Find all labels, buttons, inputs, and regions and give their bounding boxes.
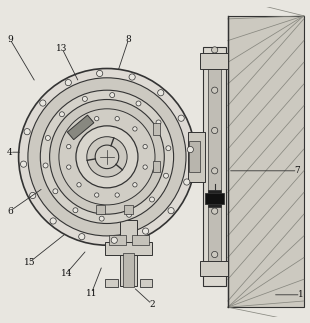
Bar: [124, 205, 133, 214]
Circle shape: [99, 216, 104, 221]
Circle shape: [60, 112, 64, 117]
Bar: [108, 235, 126, 245]
Bar: [153, 161, 160, 172]
Polygon shape: [67, 115, 94, 140]
Circle shape: [111, 237, 117, 243]
Text: 6: 6: [7, 207, 13, 215]
Circle shape: [50, 99, 164, 214]
Circle shape: [164, 173, 169, 178]
Circle shape: [212, 168, 218, 174]
Circle shape: [95, 117, 99, 121]
Circle shape: [166, 146, 171, 151]
Text: 4: 4: [7, 148, 13, 157]
Circle shape: [115, 193, 119, 197]
Text: 15: 15: [24, 258, 35, 267]
Circle shape: [212, 251, 218, 258]
Text: 9: 9: [7, 35, 13, 44]
Bar: [153, 123, 160, 135]
Circle shape: [184, 179, 190, 185]
Circle shape: [65, 79, 71, 86]
Circle shape: [115, 117, 119, 121]
Circle shape: [187, 146, 193, 153]
Circle shape: [178, 115, 184, 121]
Bar: [200, 261, 228, 276]
Circle shape: [149, 197, 154, 202]
Circle shape: [43, 163, 48, 168]
Circle shape: [87, 137, 127, 177]
Circle shape: [24, 129, 30, 135]
Circle shape: [126, 212, 131, 217]
Bar: [205, 193, 224, 204]
Bar: [189, 141, 200, 172]
Circle shape: [20, 161, 27, 167]
Circle shape: [79, 234, 85, 240]
Bar: [105, 279, 118, 287]
Circle shape: [212, 127, 218, 134]
Circle shape: [168, 208, 174, 214]
Bar: [200, 53, 228, 68]
Circle shape: [76, 126, 138, 188]
Bar: [203, 47, 226, 286]
Circle shape: [95, 193, 99, 197]
Text: 1: 1: [298, 290, 303, 299]
Circle shape: [96, 70, 103, 77]
Bar: [132, 235, 149, 245]
Circle shape: [158, 89, 164, 96]
Bar: [208, 190, 221, 207]
Text: 2: 2: [149, 300, 155, 308]
Circle shape: [67, 144, 71, 149]
Bar: [228, 16, 304, 307]
Circle shape: [19, 68, 195, 245]
Circle shape: [133, 127, 137, 131]
Circle shape: [156, 120, 161, 125]
Bar: [123, 253, 134, 287]
Text: 7: 7: [295, 166, 300, 175]
Circle shape: [77, 127, 81, 131]
Circle shape: [50, 218, 56, 224]
Circle shape: [212, 47, 218, 53]
Circle shape: [59, 109, 155, 205]
Circle shape: [77, 182, 81, 187]
Circle shape: [95, 145, 119, 169]
Bar: [120, 220, 137, 286]
Circle shape: [110, 93, 115, 98]
Bar: [140, 279, 152, 287]
Circle shape: [129, 74, 135, 80]
Circle shape: [82, 97, 87, 101]
Circle shape: [143, 228, 149, 234]
Circle shape: [212, 208, 218, 214]
Text: 8: 8: [126, 35, 131, 44]
Circle shape: [67, 165, 71, 169]
Circle shape: [133, 182, 137, 187]
Circle shape: [212, 87, 218, 93]
Circle shape: [143, 165, 147, 169]
Circle shape: [143, 144, 147, 149]
Bar: [208, 53, 221, 276]
Bar: [96, 205, 105, 214]
Circle shape: [30, 193, 36, 199]
Circle shape: [40, 100, 46, 106]
Circle shape: [28, 78, 186, 236]
Text: 14: 14: [61, 269, 73, 277]
Text: 13: 13: [56, 44, 68, 53]
Bar: [105, 242, 152, 255]
Circle shape: [45, 136, 50, 141]
Circle shape: [136, 101, 141, 106]
Circle shape: [73, 208, 78, 213]
Text: 11: 11: [86, 289, 97, 298]
Bar: [188, 132, 205, 182]
Circle shape: [40, 90, 174, 224]
Circle shape: [53, 189, 58, 194]
